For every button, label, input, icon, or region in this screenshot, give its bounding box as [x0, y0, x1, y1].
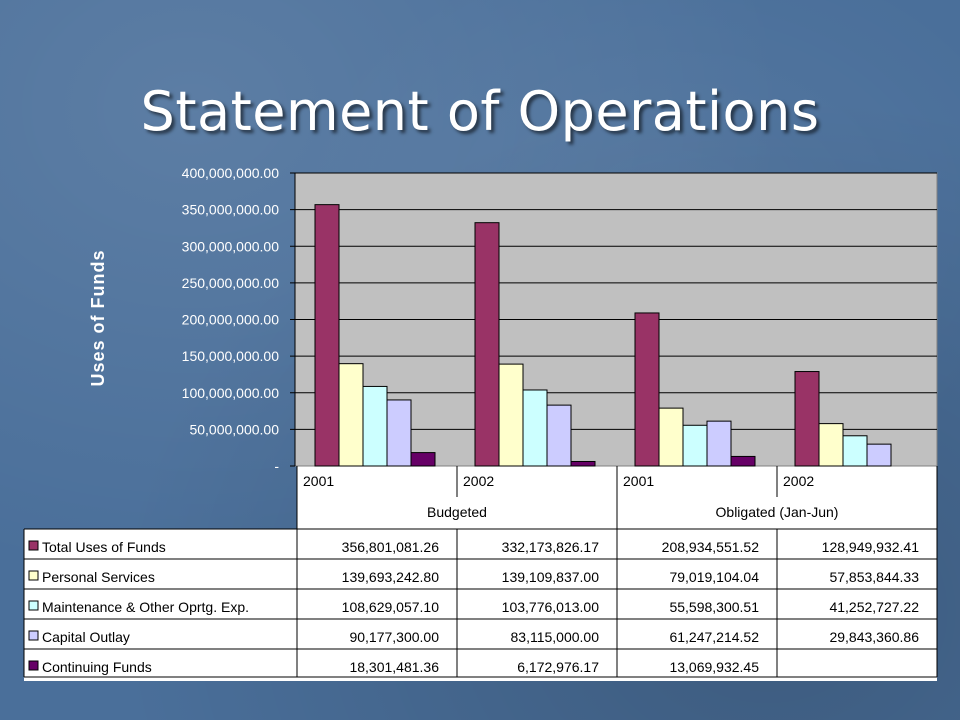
- bar-1-4: [794, 371, 820, 467]
- data-label: 356,801,081.26: [342, 539, 440, 555]
- legend-label: Capital Outlay: [42, 629, 130, 645]
- legend-swatch-3: [28, 600, 39, 611]
- y-axis-title: Uses of Funds: [88, 249, 108, 386]
- bar-4-3: [706, 420, 732, 467]
- bar-4-1: [386, 399, 412, 467]
- y-tick-label: 300,000,000.00: [182, 238, 280, 254]
- bar-2-1: [338, 363, 364, 467]
- data-label: 61,247,214.52: [669, 629, 759, 645]
- data-label: 79,019,104.04: [669, 569, 759, 585]
- bar-5-1: [410, 452, 436, 467]
- y-tick-label: 200,000,000.00: [182, 312, 280, 328]
- y-tick-label: 350,000,000.00: [182, 202, 280, 218]
- legend-label: Maintenance & Other Oprtg. Exp.: [42, 599, 249, 615]
- data-label: 41,252,727.22: [829, 599, 919, 615]
- bar-5-2: [570, 460, 596, 467]
- category-label: 2002: [783, 473, 814, 489]
- legend-label: Total Uses of Funds: [42, 539, 166, 555]
- bar-2-4: [818, 423, 844, 467]
- data-label: 57,853,844.33: [829, 569, 919, 585]
- legend-swatch-2: [28, 570, 39, 581]
- data-label: 83,115,000.00: [511, 629, 600, 645]
- legend-swatch-1: [28, 540, 39, 551]
- y-tick-label: 50,000,000.00: [189, 421, 279, 437]
- group-label: Budgeted: [427, 504, 487, 520]
- data-label: 108,629,057.10: [342, 599, 440, 615]
- category-label: 2001: [303, 473, 334, 489]
- y-tick-label: -: [274, 458, 279, 474]
- legend-label: Continuing Funds: [42, 659, 152, 675]
- y-tick-label: 250,000,000.00: [182, 275, 280, 291]
- data-label: 18,301,481.36: [349, 659, 439, 675]
- data-label: 208,934,551.52: [662, 539, 760, 555]
- category-label: 2001: [623, 473, 654, 489]
- bar-4-4: [866, 443, 892, 467]
- legend-swatch-5: [28, 660, 39, 671]
- bar-3-2: [522, 389, 548, 467]
- legend-label: Personal Services: [42, 569, 155, 585]
- bar-4-2: [546, 404, 572, 467]
- data-label: 139,693,242.80: [342, 569, 440, 585]
- category-label: 2002: [463, 473, 494, 489]
- bar-2-3: [658, 407, 684, 467]
- data-label: 128,949,932.41: [822, 539, 920, 555]
- legend-background: [24, 529, 297, 681]
- bar-1-1: [314, 204, 340, 467]
- legend-swatch-4: [28, 630, 39, 641]
- y-tick-label: 150,000,000.00: [182, 348, 280, 364]
- data-label: 55,598,300.51: [669, 599, 759, 615]
- slide-title: Statement of Operations: [140, 80, 820, 143]
- data-label: 13,069,932.45: [669, 659, 759, 675]
- bar-2-2: [498, 363, 524, 467]
- y-tick-label: 100,000,000.00: [182, 385, 280, 401]
- data-label: 332,173,826.17: [502, 539, 600, 555]
- data-label: 90,177,300.00: [349, 629, 439, 645]
- bar-5-3: [730, 455, 756, 467]
- bar-1-2: [474, 222, 500, 467]
- bar-3-1: [362, 385, 388, 467]
- data-label: 29,843,360.86: [829, 629, 919, 645]
- data-label: 6,172,976.17: [517, 659, 599, 675]
- bar-3-3: [682, 424, 708, 467]
- bar-3-4: [842, 435, 868, 467]
- group-label: Obligated (Jan-Jun): [716, 504, 839, 520]
- data-label: 103,776,013.00: [502, 599, 600, 615]
- y-tick-label: 400,000,000.00: [182, 165, 280, 181]
- data-label: 139,109,837.00: [502, 569, 600, 585]
- bar-1-3: [634, 312, 660, 467]
